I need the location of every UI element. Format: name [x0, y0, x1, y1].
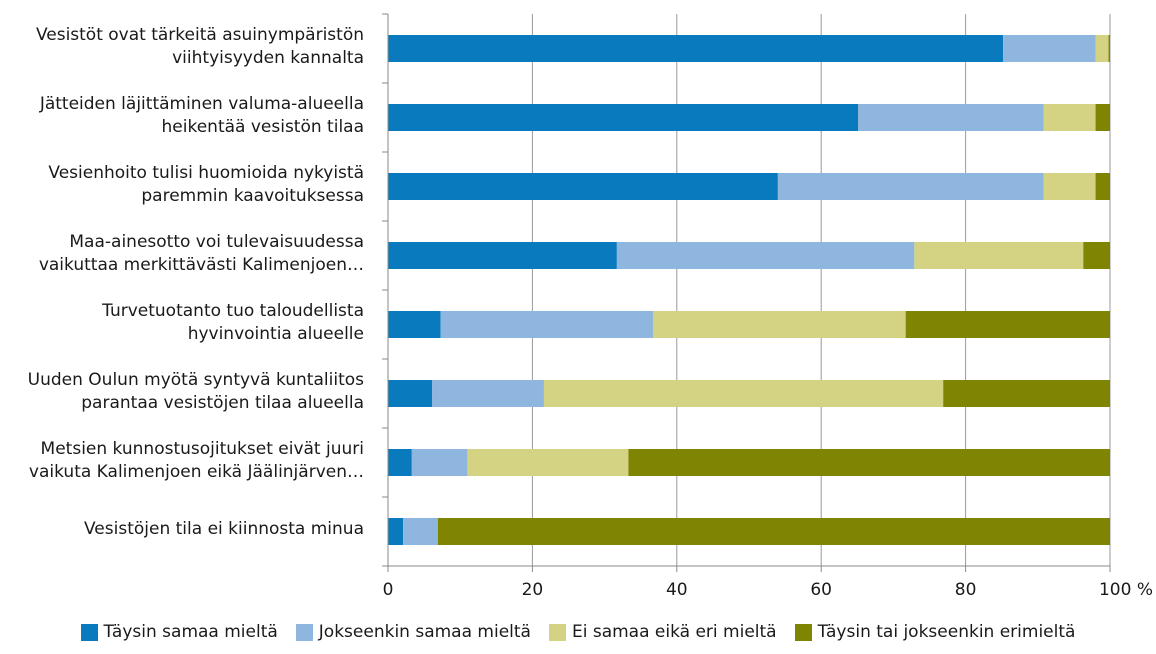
bar-segment	[388, 104, 859, 131]
bar-segment	[1095, 104, 1110, 131]
x-tick-label: 100 %	[1098, 580, 1154, 600]
bar-segment	[467, 449, 629, 476]
category-label-line: Turvetuotanto tuo taloudellista	[102, 300, 364, 321]
legend-item: Täysin tai jokseenkin erimieltä	[794, 622, 1076, 642]
bar-segment	[858, 104, 1044, 131]
bar-segment	[388, 242, 617, 269]
bar-segment	[914, 242, 1084, 269]
legend: Täysin samaa mieltä Jokseenkin samaa miel…	[0, 622, 1156, 642]
legend-label: Jokseenkin samaa mieltä	[318, 622, 531, 642]
category-label: Jätteiden läjittäminen valuma-alueella he…	[0, 93, 364, 139]
category-label: Metsien kunnostusojitukset eivät juuri va…	[0, 438, 364, 484]
category-label-line: paremmin kaavoituksessa	[141, 185, 364, 206]
bar-segment	[411, 449, 468, 476]
bar-segment	[616, 242, 915, 269]
category-label-line: heikentää vesistön tilaa	[161, 116, 364, 137]
bar-segment	[943, 380, 1110, 407]
category-label-line: Metsien kunnostusojitukset eivät juuri	[40, 438, 364, 459]
bar-segment	[388, 449, 412, 476]
category-label: Turvetuotanto tuo taloudellista hyvinvoin…	[0, 300, 364, 346]
bar-segment	[388, 380, 433, 407]
bar-segment	[432, 380, 544, 407]
category-label-line: vaikuttaa merkittävästi Kalimenjoen…	[38, 254, 364, 275]
legend-item: Täysin samaa mieltä	[80, 622, 278, 642]
category-label-line: Vesistöt ovat tärkeitä asuinympäristön	[35, 24, 364, 45]
legend-label: Täysin samaa mieltä	[103, 622, 278, 642]
bar-segment	[1083, 242, 1110, 269]
bar-segment	[905, 311, 1110, 338]
bar-segment	[388, 311, 441, 338]
category-label-line: Vesistöjen tila ei kiinnosta minua	[84, 519, 364, 539]
bar-segment	[437, 518, 1110, 545]
bar-segment	[1095, 173, 1110, 200]
category-label-line: Jätteiden läjittäminen valuma-alueella	[39, 93, 364, 114]
bar-segment	[1003, 35, 1096, 62]
legend-swatch	[80, 623, 98, 641]
bar-segment	[1043, 173, 1096, 200]
x-tick-label: 20	[521, 580, 544, 600]
bar-segment	[1095, 35, 1109, 62]
category-label-line: Maa-ainesotto voi tulevaisuudessa	[69, 231, 364, 252]
legend-swatch	[548, 623, 566, 641]
bar-segment	[388, 173, 778, 200]
bar-segment	[403, 518, 438, 545]
bar-segment	[652, 311, 906, 338]
bar-segment	[1043, 104, 1096, 131]
category-label: Vesienhoito tulisi huomioida nykyistä par…	[0, 162, 364, 208]
x-tick-label: 0	[382, 580, 394, 600]
category-label-line: Uuden Oulun myötä syntyvä kuntaliitos	[27, 369, 364, 390]
legend-item: Ei samaa eikä eri mieltä	[548, 622, 777, 642]
category-label-line: Vesienhoito tulisi huomioida nykyistä	[48, 162, 364, 183]
bar-segment	[543, 380, 944, 407]
category-label-line: viihtyisyyden kannalta	[172, 47, 364, 68]
bar-segment	[628, 449, 1110, 476]
category-label: Uuden Oulun myötä syntyvä kuntaliitos par…	[0, 369, 364, 415]
bar-segment	[1108, 35, 1110, 62]
category-label-line: vaikuta Kalimenjoen eikä Jäälinjärven…	[28, 461, 364, 482]
bar-segment	[388, 518, 404, 545]
x-tick-label: 60	[810, 580, 833, 600]
x-tick-label: 80	[954, 580, 977, 600]
legend-swatch	[295, 623, 313, 641]
legend-swatch	[794, 623, 812, 641]
legend-label: Ei samaa eikä eri mieltä	[571, 622, 777, 642]
bar-segment	[388, 35, 1004, 62]
x-tick-label: 40	[665, 580, 688, 600]
category-label-line: parantaa vesistöjen tilaa alueella	[81, 392, 364, 413]
legend-label: Täysin tai jokseenkin erimieltä	[817, 622, 1076, 642]
category-label: Vesistöjen tila ei kiinnosta minua	[0, 518, 364, 541]
category-label: Maa-ainesotto voi tulevaisuudessa vaikutt…	[0, 231, 364, 277]
category-label: Vesistöt ovat tärkeitä asuinympäristön vi…	[0, 24, 364, 70]
category-label-line: hyvinvointia alueelle	[187, 323, 364, 344]
bar-segment	[440, 311, 653, 338]
legend-item: Jokseenkin samaa mieltä	[295, 622, 531, 642]
bar-segment	[777, 173, 1044, 200]
